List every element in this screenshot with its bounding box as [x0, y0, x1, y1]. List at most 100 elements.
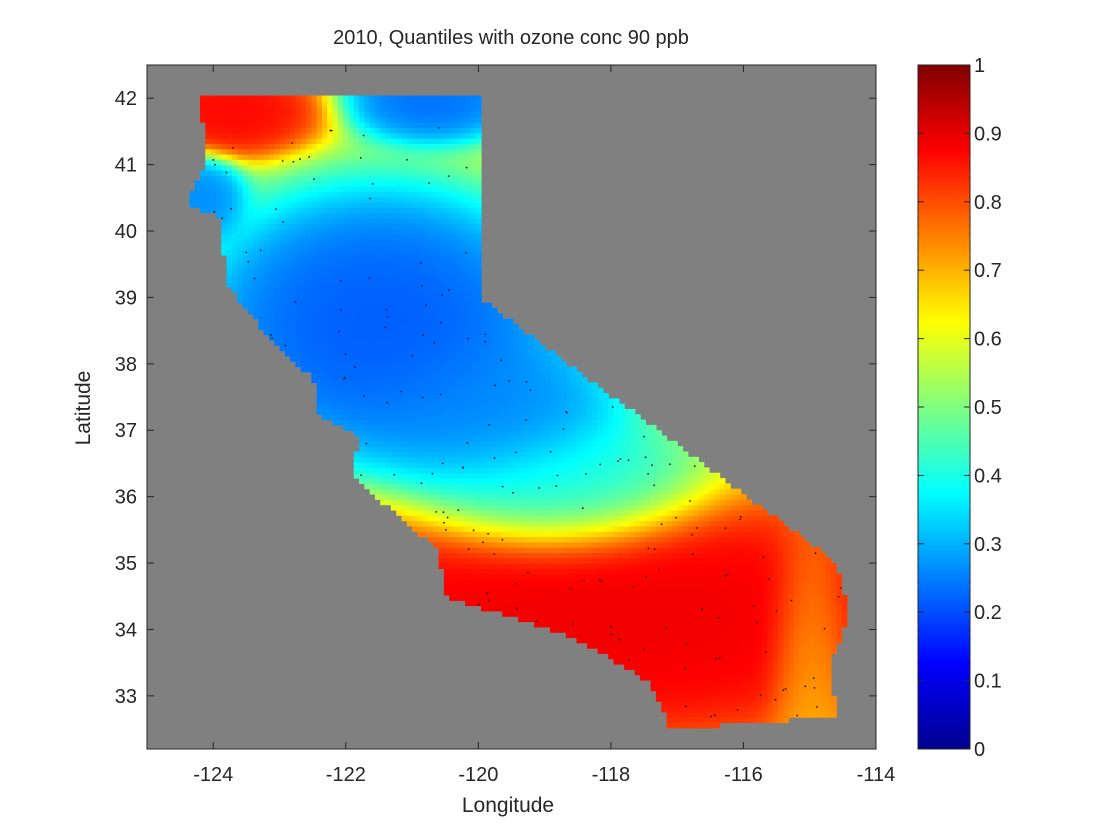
- field-cell: [539, 371, 546, 378]
- field-cell: [306, 223, 312, 229]
- field-cell: [443, 217, 450, 224]
- field-cell: [571, 499, 578, 506]
- field-cell: [274, 323, 281, 330]
- field-cell: [433, 440, 440, 447]
- field-cell: [380, 238, 387, 245]
- field-cell: [327, 292, 334, 299]
- field-cell: [443, 153, 450, 160]
- field-cell: [390, 153, 397, 160]
- field-cell: [364, 116, 371, 123]
- field-cell: [247, 281, 254, 288]
- field-cell: [380, 499, 387, 506]
- field-cell: [443, 355, 450, 362]
- field-cell: [396, 308, 403, 314]
- field-cell: [443, 159, 450, 166]
- field-cell: [618, 594, 625, 601]
- field-cell: [337, 191, 344, 198]
- field-cell: [428, 132, 434, 139]
- field-cell: [390, 488, 397, 495]
- field-cell: [465, 488, 472, 495]
- field-cell: [576, 435, 583, 442]
- field-cell: [422, 122, 429, 129]
- field-cell: [279, 164, 286, 171]
- field-cell: [279, 132, 286, 139]
- field-cell: [539, 350, 546, 357]
- field-cell: [571, 366, 578, 373]
- field-cell: [359, 403, 365, 410]
- field-cell: [491, 435, 498, 442]
- field-cell: [624, 579, 631, 585]
- field-cell: [475, 106, 482, 113]
- field-cell: [263, 191, 270, 198]
- field-cell: [555, 557, 562, 564]
- field-cell: [396, 430, 403, 437]
- field-cell: [602, 467, 609, 474]
- field-cell: [645, 488, 652, 495]
- field-cell: [311, 122, 318, 129]
- field-cell: [518, 393, 525, 399]
- field-cell: [502, 472, 509, 479]
- field-cell: [412, 398, 418, 405]
- field-cell: [438, 164, 445, 171]
- field-cell: [449, 446, 456, 453]
- field-cell: [343, 270, 350, 277]
- field-cell: [295, 207, 302, 214]
- field-cell: [438, 223, 445, 229]
- field-cell: [406, 467, 413, 474]
- field-cell: [412, 185, 418, 192]
- field-cell: [374, 493, 381, 500]
- field-cell: [290, 318, 297, 325]
- field-cell: [486, 520, 493, 527]
- field-cell: [401, 302, 408, 309]
- field-cell: [369, 148, 376, 155]
- field-cell: [422, 398, 429, 405]
- field-cell: [438, 217, 445, 224]
- field-cell: [438, 106, 445, 113]
- field-cell: [433, 462, 440, 469]
- field-cell: [507, 520, 514, 527]
- field-cell: [215, 100, 222, 107]
- field-cell: [640, 478, 646, 484]
- field-cell: [592, 483, 599, 490]
- field-cell: [438, 281, 445, 288]
- field-cell: [640, 642, 646, 649]
- field-cell: [587, 563, 593, 569]
- field-cell: [348, 223, 355, 229]
- field-cell: [364, 175, 371, 182]
- field-cell: [618, 621, 625, 628]
- field-cell: [560, 579, 567, 585]
- field-cell: [396, 265, 403, 272]
- field-cell: [491, 387, 498, 394]
- field-cell: [290, 95, 297, 102]
- field-cell: [316, 201, 323, 208]
- field-cell: [465, 238, 472, 245]
- field-cell: [337, 334, 344, 341]
- field-cell: [645, 557, 652, 564]
- field-cell: [311, 308, 318, 314]
- field-cell: [465, 462, 472, 469]
- field-cell: [433, 345, 440, 352]
- field-cell: [422, 371, 429, 378]
- field-cell: [327, 286, 334, 293]
- field-cell: [311, 153, 318, 160]
- field-cell: [290, 164, 297, 171]
- field-cell: [380, 488, 387, 495]
- field-cell: [332, 393, 339, 399]
- field-cell: [274, 196, 281, 203]
- field-cell: [438, 440, 445, 447]
- field-cell: [258, 228, 265, 235]
- field-cell: [343, 249, 350, 256]
- field-cell: [321, 323, 328, 330]
- field-cell: [364, 483, 371, 490]
- field-cell: [226, 244, 233, 251]
- field-cell: [412, 424, 418, 431]
- field-cell: [528, 594, 535, 601]
- field-cell: [417, 276, 424, 283]
- field-cell: [417, 286, 424, 293]
- field-cell: [268, 127, 275, 134]
- field-cell: [359, 292, 365, 299]
- field-cell: [528, 414, 535, 421]
- field-cell: [428, 302, 434, 309]
- field-cell: [401, 451, 408, 458]
- field-cell: [406, 175, 413, 182]
